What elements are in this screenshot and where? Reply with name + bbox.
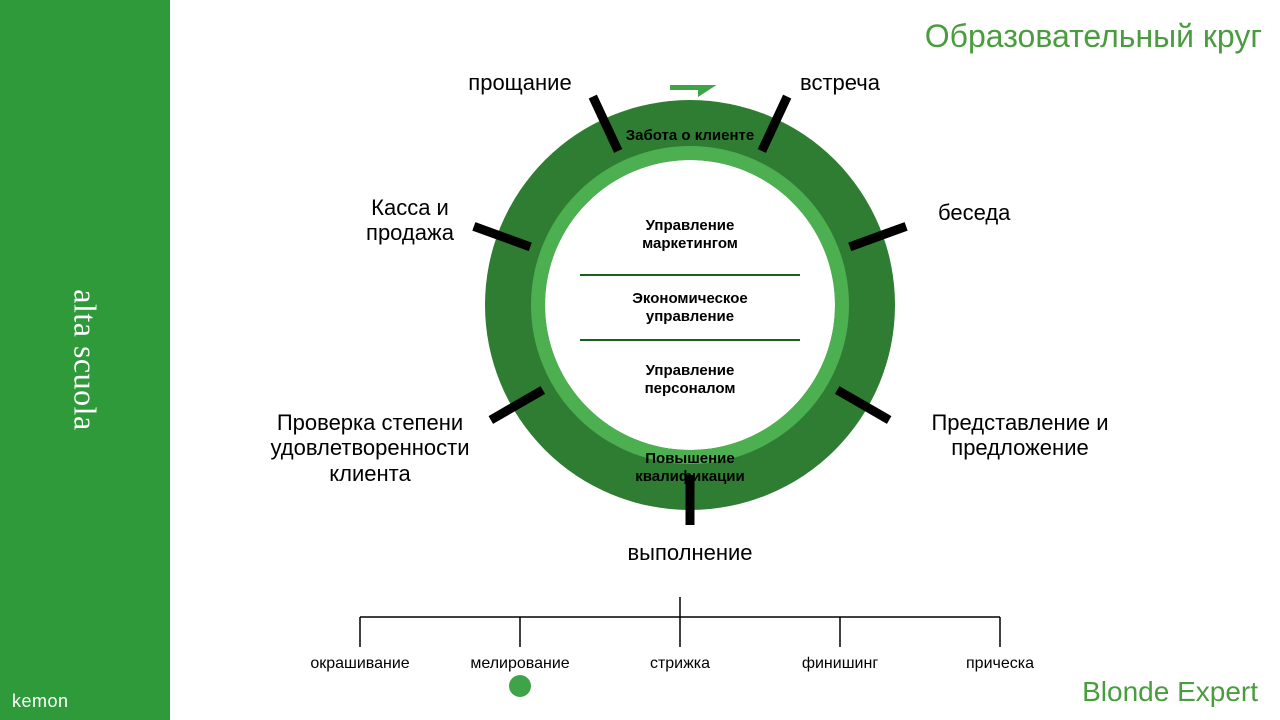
sidebar-logo: alta scuola — [67, 289, 104, 430]
educational-circle-diagram: Забота о клиенте Повышение квалификации … — [470, 85, 910, 525]
outer-label-5: Проверка степени удовлетворенности клиен… — [255, 410, 485, 486]
inner-label-top-2: маркетингом — [642, 235, 738, 252]
subtree-item-2: стрижка — [620, 655, 740, 673]
inner-label-mid-2: управление — [646, 308, 734, 325]
subtree-item-4: прическа — [940, 655, 1060, 673]
circle-svg: Забота о клиенте Повышение квалификации … — [470, 85, 910, 525]
inner-label-bot-2: персоналом — [645, 380, 736, 397]
outer-label-2: беседа — [938, 200, 1088, 225]
ring-label-bottom-2: квалификации — [635, 468, 744, 485]
page-title: Образовательный круг — [925, 18, 1262, 55]
subtree-item-0: окрашивание — [300, 655, 420, 673]
arrow-icon — [670, 85, 718, 97]
ring-label-top: Забота о клиенте — [626, 127, 755, 144]
outer-label-4: выполнение — [575, 540, 805, 565]
subtree-lines — [300, 597, 1060, 657]
inner-label-mid-1: Экономическое — [632, 290, 748, 307]
outer-label-3: Представление и предложение — [905, 410, 1135, 461]
subtree-item-1: мелирование — [460, 655, 580, 673]
sidebar: alta scuola kemon — [0, 0, 170, 720]
inner-label-bot-1: Управление — [646, 362, 735, 379]
subtree: окрашивание мелирование стрижка финишинг… — [300, 597, 1060, 687]
subtree-item-3: финишинг — [780, 655, 900, 673]
subtree-highlight-dot — [509, 675, 531, 697]
outer-label-1: встреча — [760, 70, 920, 95]
outer-label-0: прощание — [430, 70, 610, 95]
ring-label-bottom-1: Повышение — [645, 450, 734, 467]
outer-label-6: Касса и продажа — [330, 195, 490, 246]
footer-brand: Blonde Expert — [1082, 676, 1258, 708]
sidebar-brand: kemon — [12, 691, 69, 712]
inner-label-top-1: Управление — [646, 217, 735, 234]
